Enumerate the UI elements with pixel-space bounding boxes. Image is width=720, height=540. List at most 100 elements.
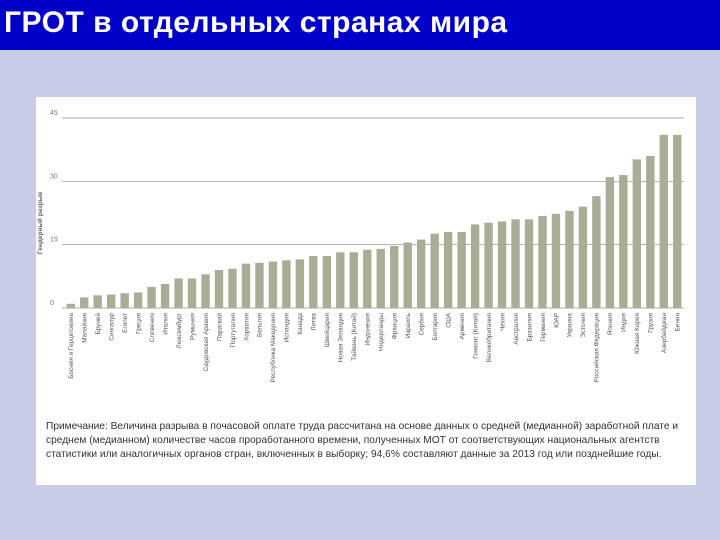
bar bbox=[349, 252, 358, 308]
bar bbox=[619, 175, 628, 308]
bar bbox=[66, 303, 75, 308]
category-label: Румыния bbox=[189, 312, 196, 339]
y-tick-label: 0 bbox=[50, 300, 54, 307]
chart-panel: 0 15 30 45 Гендерный разрыв Босния и Герцегов… bbox=[36, 97, 696, 485]
category-label: Швейцария bbox=[323, 312, 331, 347]
y-tick-label: 15 bbox=[50, 237, 58, 244]
bar bbox=[390, 245, 399, 308]
category-label: Хорватия bbox=[243, 312, 250, 341]
category-label: Сербия bbox=[417, 312, 425, 335]
category-label: Израиль bbox=[405, 312, 412, 338]
bar bbox=[511, 219, 520, 308]
bar bbox=[646, 156, 655, 308]
bar bbox=[416, 239, 426, 308]
bar bbox=[120, 293, 129, 308]
category-label: Босния и Герцеговина bbox=[68, 313, 75, 379]
category-label: ЮАР bbox=[553, 313, 560, 328]
category-label: Япония bbox=[607, 312, 614, 335]
category-label: Литва bbox=[311, 313, 318, 331]
bar bbox=[551, 213, 561, 308]
category-label: Португалия bbox=[230, 312, 237, 347]
bar bbox=[363, 249, 372, 308]
y-tick-label: 45 bbox=[50, 110, 58, 117]
bar bbox=[403, 242, 412, 308]
bar bbox=[659, 134, 668, 308]
bar bbox=[497, 221, 507, 308]
bar bbox=[106, 294, 116, 308]
bar bbox=[322, 256, 332, 308]
chart-note: Примечание: Величина разрыва в почасовой… bbox=[46, 421, 679, 460]
bar bbox=[457, 232, 466, 308]
bar bbox=[632, 159, 642, 308]
category-label: Индонезия bbox=[365, 312, 372, 345]
category-label: Бруней bbox=[94, 313, 102, 335]
bar bbox=[376, 248, 385, 308]
bar bbox=[282, 260, 291, 308]
category-label: Тайвань (Китай) bbox=[350, 313, 358, 361]
bar bbox=[443, 232, 453, 308]
category-label: Сингапур bbox=[108, 313, 115, 341]
category-label: Украина bbox=[567, 313, 574, 338]
bar bbox=[268, 261, 278, 308]
bar bbox=[255, 262, 264, 308]
bar bbox=[309, 256, 318, 308]
category-label: Армения bbox=[459, 312, 466, 339]
category-label: Парагвай bbox=[215, 313, 223, 341]
category-label: Великобритания bbox=[485, 312, 493, 362]
title-bar: ГРОТ в отдельных странах мира bbox=[0, 0, 720, 50]
bar bbox=[133, 292, 143, 308]
bar bbox=[174, 278, 183, 308]
category-label: Новая Зеландия bbox=[338, 312, 345, 362]
bar bbox=[673, 134, 682, 308]
y-axis-label: Гендерный разрыв bbox=[36, 192, 44, 254]
gender-gap-bar-chart: 0 15 30 45 Гендерный разрыв Босния и Герцегов… bbox=[36, 110, 684, 382]
category-label: Чехия bbox=[499, 312, 506, 330]
bar bbox=[578, 206, 588, 308]
y-tick-label: 30 bbox=[50, 173, 58, 180]
category-label: США bbox=[445, 312, 452, 327]
category-label: Российская Федерация bbox=[593, 312, 601, 382]
category-label: Франция bbox=[392, 312, 399, 339]
bar bbox=[592, 196, 601, 308]
category-label: Эстония bbox=[580, 312, 587, 337]
bar bbox=[241, 263, 251, 308]
bar bbox=[430, 233, 439, 308]
category-label: Малайзия bbox=[81, 312, 89, 342]
bar bbox=[470, 224, 480, 308]
bar bbox=[484, 222, 493, 308]
category-label: Словения bbox=[149, 312, 156, 342]
category-label: Бенин bbox=[675, 313, 682, 332]
bar bbox=[147, 286, 156, 308]
bar bbox=[295, 259, 305, 308]
category-label: Люксембург bbox=[175, 312, 183, 348]
bar bbox=[187, 278, 197, 308]
category-label: Азербайджан bbox=[660, 313, 668, 353]
category-label: Исландия bbox=[284, 312, 291, 342]
category-label: Саудовская Аравия bbox=[203, 312, 210, 371]
bar bbox=[524, 219, 534, 308]
bar bbox=[336, 252, 345, 308]
slide-title: ГРОТ в отдельных странах мира bbox=[4, 6, 508, 39]
category-label: Гонконг (Китай) bbox=[471, 313, 479, 359]
category-label: Австралия bbox=[513, 312, 520, 344]
bar bbox=[538, 215, 547, 308]
bar bbox=[80, 297, 89, 308]
category-label: Египет bbox=[122, 313, 129, 333]
category-label: Бельгия bbox=[257, 312, 264, 336]
category-label: Южная Корея bbox=[634, 312, 641, 353]
category-label: Италия bbox=[162, 312, 169, 334]
category-label: Индия bbox=[621, 312, 628, 331]
category-label: Республика Македония bbox=[269, 312, 277, 382]
bar bbox=[605, 177, 615, 308]
category-label: Грузия bbox=[648, 312, 655, 332]
category-label: Болгария bbox=[432, 312, 439, 340]
bar bbox=[201, 274, 210, 308]
category-label: Бразилия bbox=[526, 312, 533, 341]
category-label: Нидерланды bbox=[378, 313, 385, 351]
category-label: Канада bbox=[297, 313, 304, 335]
bar bbox=[214, 270, 224, 308]
bar bbox=[93, 295, 102, 308]
bar bbox=[160, 283, 170, 308]
category-label: Германия bbox=[540, 312, 547, 341]
bar bbox=[565, 210, 574, 308]
